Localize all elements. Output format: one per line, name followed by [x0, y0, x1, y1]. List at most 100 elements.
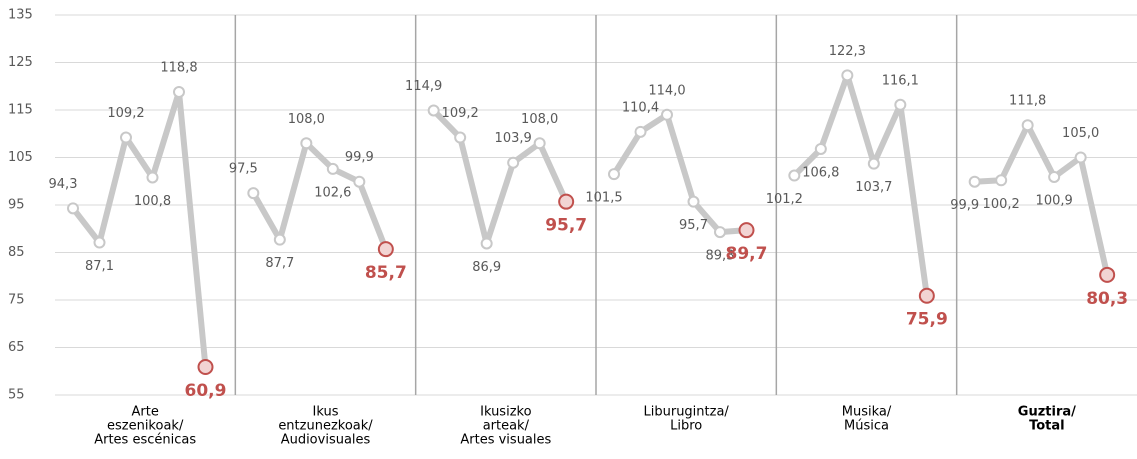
category-label: Artes escénicas — [94, 433, 196, 448]
value-label: 99,9 — [950, 198, 979, 213]
y-tick-label: 75 — [8, 293, 25, 308]
point — [67, 202, 79, 215]
category-label: arteak/ — [483, 419, 530, 434]
value-label: 114,0 — [648, 83, 685, 98]
value-label: 108,0 — [521, 112, 558, 127]
value-label: 87,7 — [265, 256, 294, 271]
point — [867, 157, 880, 170]
point — [93, 236, 106, 249]
value-label: 86,9 — [472, 260, 501, 275]
category-label: Audiovisuales — [281, 433, 371, 448]
value-label: 89,3 — [706, 249, 735, 264]
category-label: Libro — [670, 419, 702, 434]
value-label: 103,9 — [495, 131, 532, 146]
point — [894, 98, 907, 111]
highlight-label: 95,7 — [545, 216, 587, 236]
category-label: Música — [844, 419, 889, 434]
value-label: 105,0 — [1062, 126, 1099, 141]
value-label: 102,6 — [314, 185, 351, 200]
line — [250, 140, 389, 251]
category-label: Total — [1029, 419, 1065, 434]
point — [146, 171, 159, 184]
line — [611, 111, 747, 236]
point — [454, 131, 467, 144]
line — [70, 88, 209, 368]
point — [507, 156, 520, 169]
highlight-label: 89,7 — [726, 244, 768, 264]
point — [533, 137, 546, 150]
highlight-label: 85,7 — [365, 263, 407, 283]
point — [273, 233, 286, 246]
y-tick-label: 105 — [8, 150, 33, 165]
point — [661, 108, 673, 121]
y-tick-label: 85 — [8, 245, 25, 260]
value-label: 109,2 — [107, 106, 144, 121]
point — [480, 237, 493, 250]
category-label: entzunezkoak/ — [278, 419, 373, 434]
value-label: 108,0 — [288, 112, 325, 127]
point — [634, 125, 647, 138]
point — [353, 175, 366, 188]
category-label: Liburugintza/ — [644, 405, 730, 420]
category-label: Ikus — [313, 405, 339, 420]
point — [326, 162, 339, 175]
point — [247, 187, 260, 200]
category-label: Artes visuales — [460, 433, 551, 448]
category-label: Arte — [131, 405, 158, 420]
point — [608, 168, 620, 181]
highlight-label: 75,9 — [906, 310, 948, 330]
point — [120, 131, 132, 144]
y-tick-label: 135 — [8, 8, 33, 23]
point — [427, 104, 440, 117]
category-label: Guztira/ — [1018, 405, 1076, 420]
highlight-point — [1099, 266, 1116, 283]
value-label: 99,9 — [345, 150, 374, 165]
value-label: 116,1 — [882, 73, 919, 88]
highlight-label: 60,9 — [185, 381, 227, 401]
line — [792, 72, 930, 297]
point — [714, 226, 726, 239]
y-tick-label: 65 — [8, 340, 25, 355]
value-label: 95,7 — [679, 218, 708, 233]
point — [1048, 170, 1061, 183]
point — [173, 85, 185, 98]
value-label: 100,9 — [1036, 193, 1073, 208]
value-label: 106,8 — [802, 165, 839, 180]
point — [1074, 151, 1087, 164]
value-label: 87,1 — [85, 259, 114, 274]
highlight-point — [377, 241, 394, 258]
y-tick-label: 115 — [8, 103, 33, 118]
line — [431, 108, 569, 247]
value-label: 94,3 — [49, 177, 78, 192]
value-label: 100,2 — [983, 197, 1020, 212]
y-tick-label: 55 — [8, 388, 25, 403]
highlight-point — [558, 193, 575, 210]
highlight-point — [918, 287, 935, 304]
point — [300, 137, 313, 150]
value-label: 122,3 — [829, 44, 866, 59]
highlight-point — [197, 358, 214, 375]
value-label: 101,2 — [766, 192, 803, 207]
category-label: Ikusizko — [480, 405, 531, 420]
value-label: 109,2 — [442, 106, 479, 121]
value-label: 97,5 — [229, 162, 258, 177]
value-label: 103,7 — [855, 180, 892, 195]
value-label: 110,4 — [622, 100, 659, 115]
point — [788, 169, 801, 182]
highlight-point — [738, 222, 755, 239]
point — [841, 69, 854, 82]
point — [995, 174, 1008, 187]
value-label: 100,8 — [134, 194, 171, 209]
value-label: 101,5 — [585, 191, 622, 206]
point — [968, 175, 981, 188]
value-label: 114,9 — [405, 79, 442, 94]
value-label: 118,8 — [160, 60, 197, 75]
point — [1021, 119, 1034, 132]
y-tick-label: 125 — [8, 55, 33, 70]
y-tick-label: 95 — [8, 198, 25, 213]
highlight-label: 80,3 — [1086, 289, 1128, 309]
category-label: Musika/ — [842, 405, 892, 420]
value-label: 111,8 — [1009, 94, 1046, 109]
point — [814, 142, 827, 155]
